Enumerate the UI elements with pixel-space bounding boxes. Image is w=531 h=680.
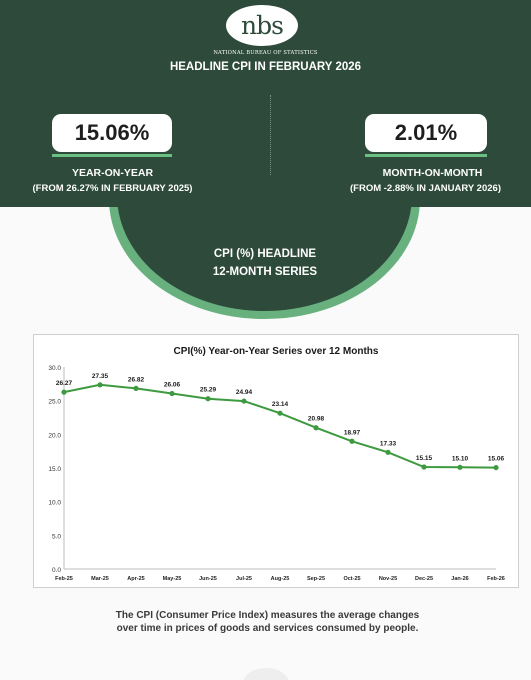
data-label: 26.06 [164,382,181,389]
x-tick-label: Dec-25 [415,576,433,582]
data-label: 17.33 [380,440,397,447]
x-tick-label: Jun-25 [199,576,217,582]
mom-sub: (FROM -2.88% IN JANUARY 2026) [350,183,501,194]
x-tick-label: May-25 [163,576,182,582]
mom-value-box: 2.01% [365,114,487,152]
footnote-line2: over time in prices of goods and service… [116,623,419,634]
y-tick-label: 15.0 [48,466,61,473]
data-label: 24.94 [236,389,253,396]
data-label: 18.97 [344,429,361,436]
yoy-value-box: 15.06% [52,114,172,152]
footnote: The CPI (Consumer Price Index) measures … [40,609,495,635]
data-label: 15.06 [488,456,505,463]
data-point [277,410,283,416]
data-label: 26.27 [56,380,73,387]
x-tick-label: Feb-25 [55,576,73,582]
x-axis: Feb-25 Mar-25 Apr-25 May-25 Jun-25 Jul-25 Aug-… [55,568,505,582]
x-tick-label: Mar-25 [91,576,109,582]
footnote-line1: The CPI (Consumer Price Index) measures … [115,610,420,621]
cpi-line-chart: CPI(%) Year-on-Year Series over 12 Month… [48,346,505,582]
data-point [457,464,463,470]
chart-title: CPI(%) Year-on-Year Series over 12 Month… [174,346,379,357]
y-axis: 0.0 5.0 10.0 15.0 20.0 25.0 30.0 [48,365,65,574]
agency-name: NATIONAL BUREAU OF STATISTICS [213,50,318,56]
x-tick-label: Jan-26 [451,576,468,582]
data-label: 23.14 [272,401,289,408]
logo-text: nbs [241,11,284,40]
x-tick-label: Feb-26 [487,576,505,582]
data-point [421,464,427,470]
x-tick-label: Apr-25 [127,576,144,582]
y-tick-label: 5.0 [52,533,61,540]
data-label: 27.35 [92,373,109,380]
mom-underline [365,154,487,157]
data-point [349,438,355,444]
x-tick-label: Nov-25 [379,576,397,582]
stats-divider [270,95,271,175]
y-tick-label: 0.0 [52,567,61,574]
data-label: 20.98 [308,416,325,423]
yoy-label: YEAR-ON-YEAR [71,167,154,179]
series-cpi [61,382,499,471]
data-point [169,390,175,397]
x-tick-label: Oct-25 [343,576,360,582]
yoy-underline [52,154,172,157]
series-heading-line2: 12-MONTH SERIES [212,266,318,278]
x-tick-label: Sep-25 [307,576,325,582]
data-point [205,396,211,402]
data-label: 26.82 [128,376,145,383]
x-tick-label: Jul-25 [236,576,252,582]
mom-label: MONTH-ON-MONTH [382,167,483,179]
y-tick-label: 10.0 [48,500,61,507]
data-label: 15.10 [452,455,469,462]
data-point [313,425,319,431]
yoy-sub: (FROM 26.27% IN FEBRUARY 2025) [32,183,193,194]
page-title: HEADLINE CPI IN FEBRUARY 2026 [169,61,362,73]
nbs-logo: nbs [226,5,298,46]
y-tick-label: 30.0 [48,365,61,372]
y-tick-label: 25.0 [48,399,61,406]
chart-frame: CPI(%) Year-on-Year Series over 12 Month… [33,334,519,588]
data-labels: 26.27 27.35 26.82 26.06 25.29 24.94 23.14 20.98… [56,373,505,463]
data-point [133,385,139,392]
data-point [493,464,499,471]
bottom-decoration [243,668,289,680]
data-label: 15.15 [416,455,433,462]
data-point [241,398,247,404]
data-point [97,382,103,388]
data-point [61,389,67,395]
series-heading-line1: CPI (%) HEADLINE [213,248,317,260]
data-label: 25.29 [200,387,217,394]
data-point [385,449,391,455]
x-tick-label: Aug-25 [271,576,290,582]
y-tick-label: 20.0 [48,432,61,439]
